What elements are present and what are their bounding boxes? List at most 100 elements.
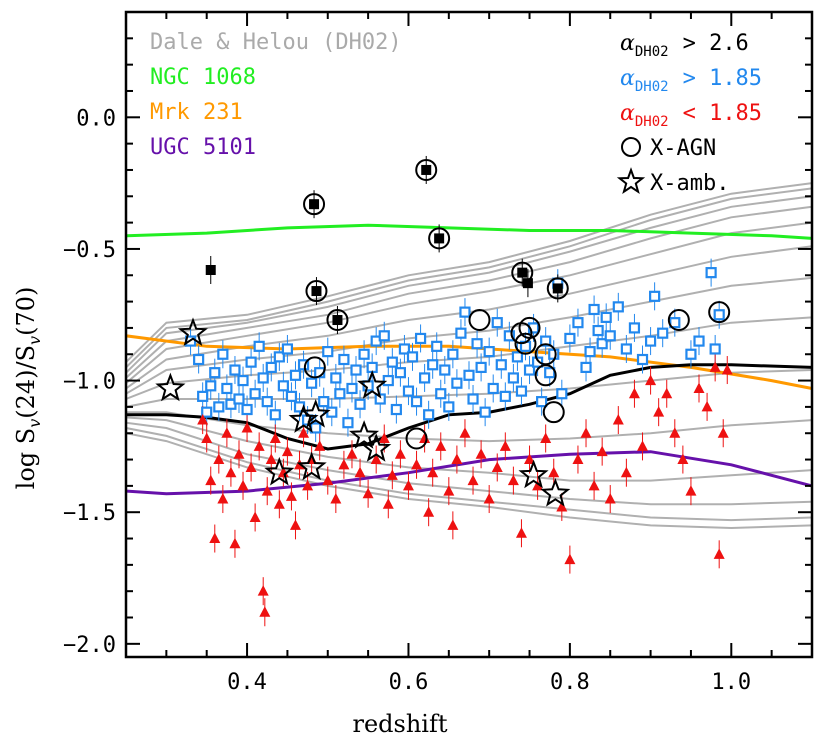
red-triangle-point: [261, 485, 273, 496]
x-agn-circle-marker: [428, 227, 451, 250]
x-agn-circle-marker: [326, 309, 349, 332]
y-tick-label: 0.0: [76, 106, 116, 131]
data-points: [184, 164, 733, 617]
x-agn-circle-marker: [511, 261, 534, 284]
blue-square-point: [649, 290, 661, 302]
legend-alpha-lt-1-85: αDH02 < 1.85: [620, 101, 762, 130]
red-triangle-point: [637, 440, 649, 451]
x-amb-star-marker: [540, 477, 571, 507]
blue-square-point: [326, 406, 338, 418]
dh02-curve: [125, 187, 813, 369]
legend-dh02: Dale & Helou (DH02): [150, 30, 402, 55]
blue-square-point: [584, 346, 596, 358]
x-agn-circle-marker: [546, 277, 569, 300]
x-agn-circle-marker: [534, 364, 557, 387]
blue-square-point: [713, 309, 725, 321]
x-agn-circle-marker: [708, 301, 731, 324]
blue-square-point: [435, 388, 447, 400]
red-triangle-point: [717, 427, 729, 438]
blue-square-point: [394, 367, 406, 379]
x-amb-star-marker: [518, 459, 549, 489]
y-tick-label: −0.5: [63, 238, 116, 263]
blue-square-point: [281, 343, 294, 355]
blue-square-point: [229, 364, 241, 376]
blue-square-point: [705, 267, 717, 279]
red-triangle-point: [402, 479, 414, 491]
x-amb-star-marker: [177, 317, 208, 346]
blue-square-point: [592, 324, 604, 337]
legend-alpha-gt-1-85: αDH02 > 1.85: [620, 66, 762, 95]
blue-square-point: [443, 401, 455, 413]
x-amb-star-marker: [288, 404, 319, 433]
blue-square-point: [273, 351, 285, 363]
blue-square-point: [685, 348, 697, 360]
red-triangle-point: [221, 427, 233, 438]
axis-tick-labels: 0.4 0.6 0.8 1.0 0.0 −0.5 −1.0 −1.5 −2.0: [63, 106, 751, 695]
red-triangle-point: [411, 458, 423, 470]
red-triangle-point: [604, 493, 616, 504]
x-agn-circle-marker: [303, 193, 326, 216]
plot-frame: [124, 10, 814, 659]
ugc5101-curve: [125, 450, 813, 496]
dh02-curve: [125, 182, 813, 363]
red-triangle-point: [596, 445, 608, 457]
red-triangle-point: [467, 474, 479, 486]
red-triangle-point: [427, 466, 439, 478]
black-square-point: [517, 267, 528, 278]
blue-square-point: [310, 422, 322, 434]
axis-ticks: [126, 11, 813, 657]
blue-square-point: [564, 332, 576, 345]
red-triangle-point: [491, 461, 503, 472]
blue-square-point: [612, 301, 624, 313]
red-triangle-point: [507, 474, 519, 486]
red-triangle-point: [524, 453, 536, 465]
blue-square-point: [354, 398, 366, 410]
blue-square-point: [342, 417, 354, 429]
blue-square-point: [572, 317, 584, 329]
blue-square-point: [536, 396, 548, 408]
red-triangle-point: [580, 427, 592, 438]
red-triangle-point: [201, 432, 213, 443]
red-triangle-point: [451, 453, 463, 465]
red-triangle-point: [423, 506, 435, 517]
x-agn-circle-marker: [534, 343, 557, 366]
ngc1068-curve: [125, 223, 813, 240]
red-triangle-point: [346, 448, 358, 459]
red-triangle-point: [701, 400, 713, 412]
blue-square-point: [285, 390, 298, 402]
red-triangle-point: [225, 466, 237, 478]
red-triangle-point: [620, 466, 632, 478]
blue-square-point: [406, 351, 419, 363]
blue-square-point: [261, 396, 273, 408]
blue-square-point: [382, 374, 394, 387]
legend-star-icon: [616, 167, 646, 195]
x-axis-title: redshift: [352, 710, 447, 738]
dh02-curve: [125, 245, 813, 390]
blue-square-point: [213, 401, 225, 413]
x-amb-star-marker: [296, 451, 327, 481]
blue-square-point: [217, 348, 229, 360]
y-axis-title: log Sv(24)/Sv(70): [12, 287, 44, 490]
x-agn-circle-marker: [468, 309, 491, 332]
red-triangle-point: [217, 493, 229, 504]
red-triangle-point: [443, 485, 455, 496]
blue-square-point: [531, 356, 544, 368]
blue-square-point: [463, 369, 475, 381]
legend-alpha-gt-2-6: αDH02 > 2.6: [620, 31, 749, 60]
red-triangle-point: [709, 361, 721, 372]
red-triangle-point: [241, 421, 253, 433]
red-triangle-point: [197, 414, 209, 425]
red-triangle-point: [289, 519, 301, 530]
blue-square-point: [398, 343, 411, 355]
dh02-curve: [125, 221, 813, 384]
red-triangle-point: [645, 374, 657, 386]
red-triangle-point: [612, 414, 624, 425]
blue-square-point: [431, 340, 443, 352]
x-tick-label: 0.8: [550, 670, 590, 695]
red-triangle-point: [693, 382, 705, 393]
x-agn-circle-marker: [415, 158, 438, 181]
blue-square-point: [511, 351, 524, 363]
blue-square-point: [233, 393, 245, 405]
blue-square-point: [410, 396, 423, 408]
blue-square-point: [265, 361, 277, 374]
